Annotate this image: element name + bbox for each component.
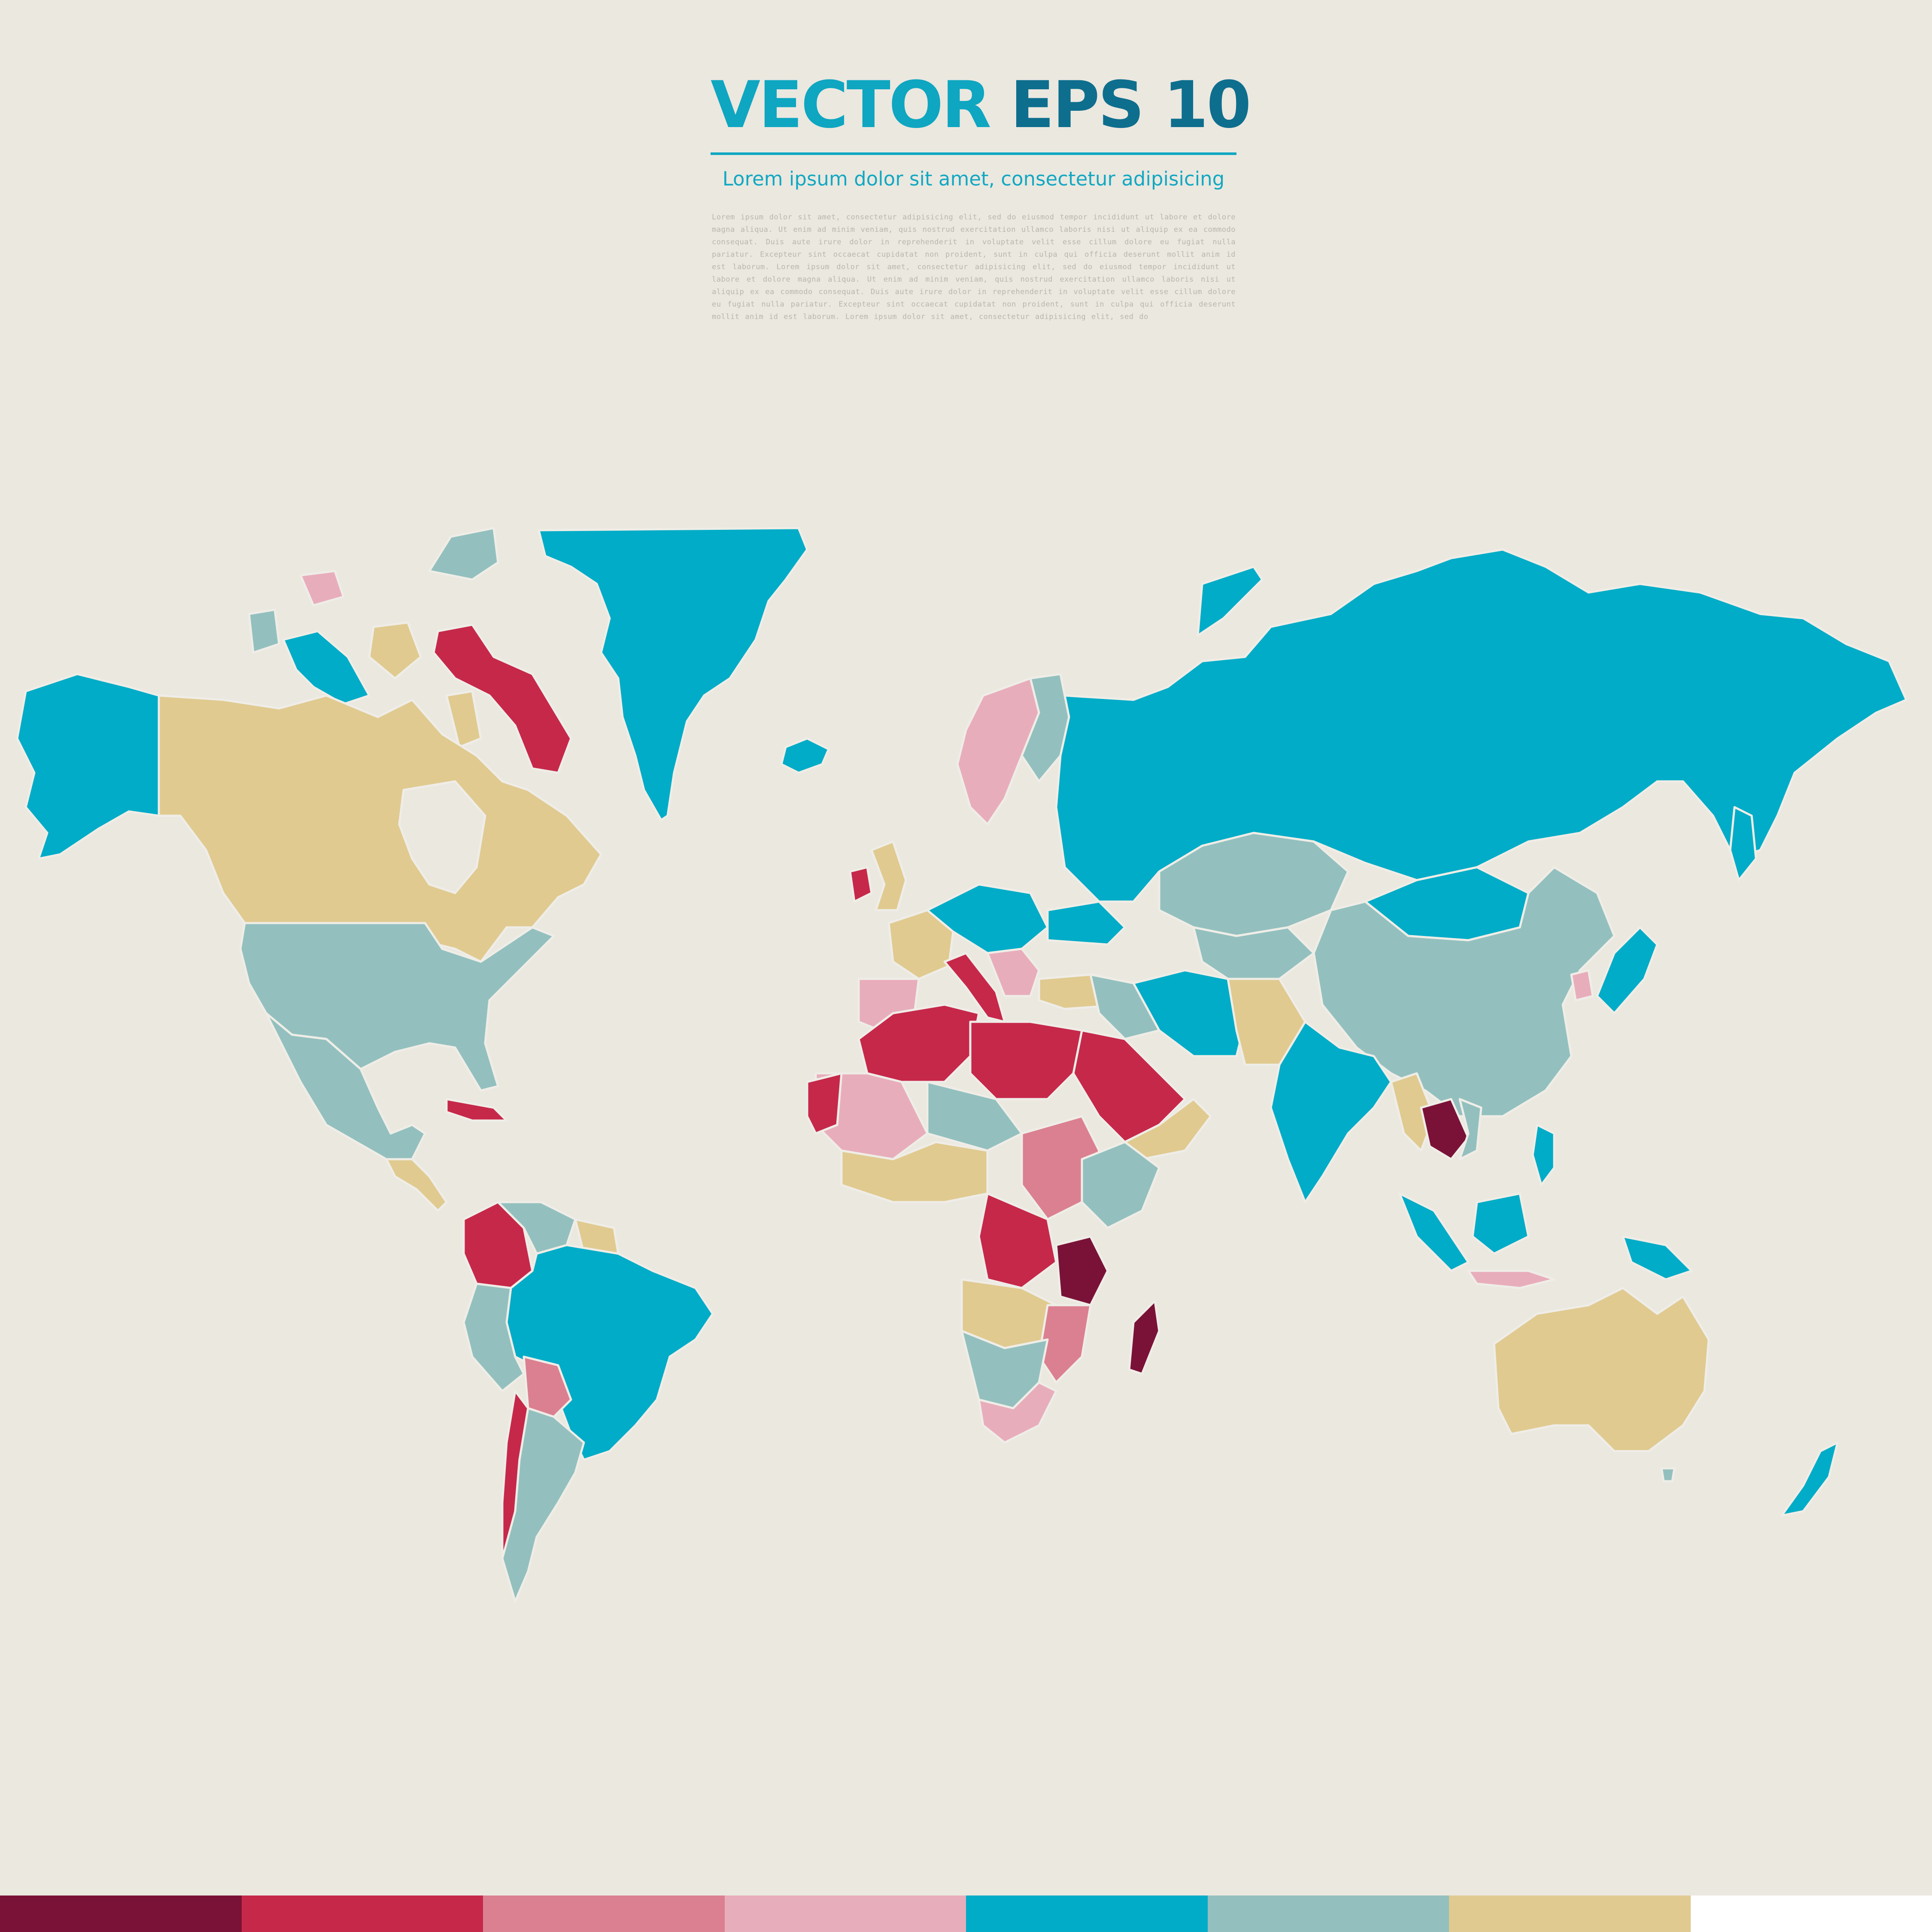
swatch-crimson — [241, 1896, 483, 1932]
world-map — [0, 515, 1932, 1610]
australia — [1493, 1287, 1710, 1452]
iraq-syria — [1089, 973, 1160, 1040]
new-guinea — [1622, 1235, 1693, 1281]
sakhalin-kamchatka — [1729, 806, 1757, 881]
uk — [870, 840, 907, 911]
finland-sweden — [1021, 673, 1070, 783]
swatch-burgundy — [0, 1896, 242, 1932]
page-title: VECTOR EPS 10 — [711, 64, 1252, 146]
japan — [1596, 926, 1659, 1015]
title-vector: VECTOR — [711, 68, 991, 143]
title-divider — [711, 152, 1236, 155]
swatch-sand — [1449, 1896, 1691, 1932]
ireland — [849, 866, 873, 903]
mexico — [265, 1012, 426, 1160]
body-text: Lorem ipsum dolor sit amet, consectetur … — [712, 213, 1236, 321]
korea — [1570, 969, 1594, 1002]
swatch-rose — [483, 1896, 725, 1932]
india — [1270, 1021, 1392, 1203]
vietnam — [1458, 1098, 1482, 1160]
world-map-svg — [16, 527, 1908, 1603]
central-asia — [1192, 926, 1315, 980]
thailand-laos — [1420, 1098, 1470, 1160]
balkans — [986, 948, 1040, 997]
canada — [158, 694, 602, 963]
new-zealand — [1780, 1441, 1839, 1517]
ukraine — [1046, 900, 1126, 946]
central-america — [385, 1158, 448, 1212]
arctic-island-7 — [445, 690, 482, 748]
subtitle: Lorem ipsum dolor sit amet, consectetur … — [722, 167, 1225, 190]
alaska — [16, 673, 160, 860]
title-eps: EPS 10 — [1010, 68, 1251, 143]
swatch-cyan — [966, 1896, 1208, 1932]
madagascar — [1128, 1300, 1160, 1375]
iceland — [780, 737, 830, 774]
arctic-island-5 — [248, 608, 280, 654]
peru — [462, 1282, 525, 1392]
borneo — [1471, 1192, 1530, 1255]
greenland — [538, 527, 808, 821]
ethiopia-somalia — [1081, 1141, 1160, 1229]
central-europe — [926, 883, 1049, 954]
western-sahara — [806, 1072, 843, 1135]
arctic-island-2 — [282, 630, 371, 705]
bolivia — [522, 1355, 572, 1418]
united-states — [239, 922, 555, 1092]
niger-chad — [926, 1081, 1023, 1152]
arctic-island-6 — [299, 570, 345, 607]
color-palette — [0, 1896, 1932, 1932]
brazil — [505, 1244, 714, 1461]
arctic-island-1 — [432, 623, 572, 774]
tanzania-east — [1055, 1235, 1109, 1306]
libya-egypt — [969, 1021, 1083, 1100]
philippines — [1531, 1124, 1555, 1186]
argentina — [501, 1407, 585, 1603]
south-africa — [978, 1381, 1057, 1444]
swatch-pink — [724, 1896, 966, 1932]
arctic-island-4 — [368, 621, 422, 680]
hudson-bay — [398, 780, 486, 894]
arctic-island-3 — [428, 527, 499, 581]
indonesia-islands — [1467, 1270, 1555, 1289]
russia — [1055, 548, 1908, 903]
cuba — [445, 1098, 508, 1122]
malaysia-indonesia-1 — [1398, 1192, 1470, 1272]
swatch-white — [1690, 1896, 1932, 1932]
tasmania — [1660, 1467, 1676, 1482]
swatch-sage — [1207, 1896, 1449, 1932]
novaya-zemlya — [1197, 565, 1264, 637]
